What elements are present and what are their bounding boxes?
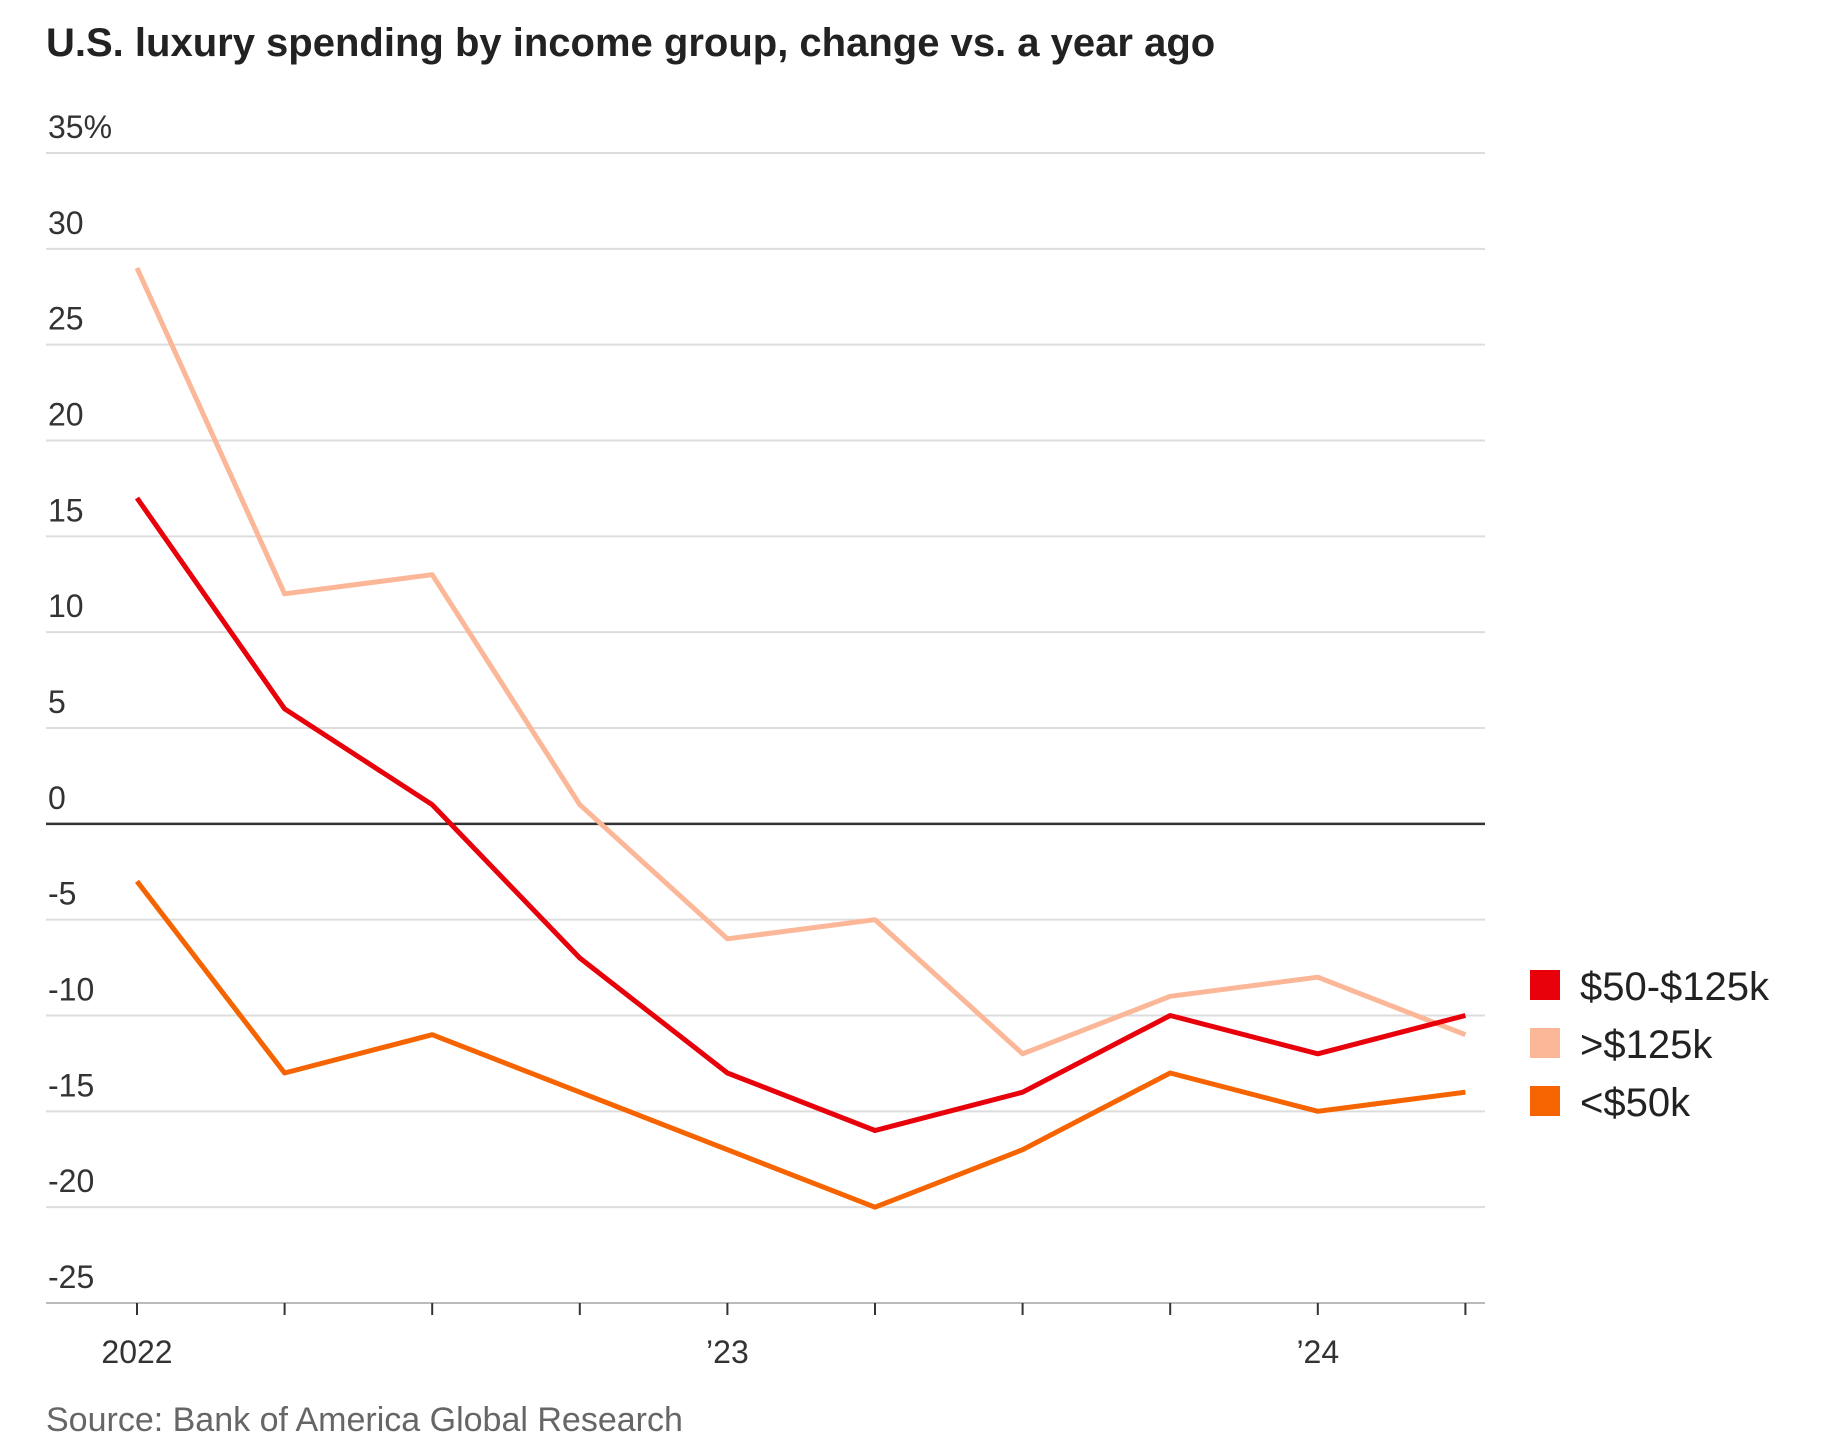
x-tick-label: ’23 xyxy=(706,1334,749,1370)
source-note: Source: Bank of America Global Research xyxy=(46,1401,683,1439)
series-line xyxy=(135,879,1466,1210)
y-tick-label: -5 xyxy=(48,876,76,912)
series-lines xyxy=(134,266,1467,1210)
y-tick-label: 10 xyxy=(48,588,84,624)
y-tick-label: -25 xyxy=(48,1259,94,1295)
chart-title: U.S. luxury spending by income group, ch… xyxy=(46,21,1215,65)
series-line xyxy=(134,266,1467,1057)
y-tick-label: 25 xyxy=(48,301,84,337)
x-tick-label: ’24 xyxy=(1296,1334,1339,1370)
y-tick-label: 20 xyxy=(48,397,84,433)
legend-label: >$125k xyxy=(1580,1023,1713,1067)
x-tick-label: 2022 xyxy=(101,1334,172,1370)
y-tick-label: 35% xyxy=(48,109,112,145)
y-tick-label: 5 xyxy=(48,684,66,720)
legend-label: <$50k xyxy=(1580,1081,1691,1125)
legend-swatch xyxy=(1530,1086,1560,1116)
y-tick-label: 15 xyxy=(48,492,84,528)
grid xyxy=(46,152,1485,1304)
y-tick-label: -15 xyxy=(48,1067,94,1103)
x-axis: 2022 ’23 ’24 xyxy=(101,1303,1467,1370)
legend: $50-$125k >$125k <$50k xyxy=(1530,965,1770,1125)
legend-label: $50-$125k xyxy=(1580,965,1770,1009)
y-tick-label: -10 xyxy=(48,972,94,1008)
y-tick-label: -20 xyxy=(48,1163,94,1199)
y-axis-labels: 35% 30 25 20 15 10 5 0 -5 -10 -15 -20 -25 xyxy=(48,109,112,1295)
legend-swatch xyxy=(1530,1028,1560,1058)
y-tick-label: 0 xyxy=(48,780,66,816)
y-tick-label: 30 xyxy=(48,205,84,241)
legend-swatch xyxy=(1530,970,1560,1000)
series-line xyxy=(134,496,1467,1133)
